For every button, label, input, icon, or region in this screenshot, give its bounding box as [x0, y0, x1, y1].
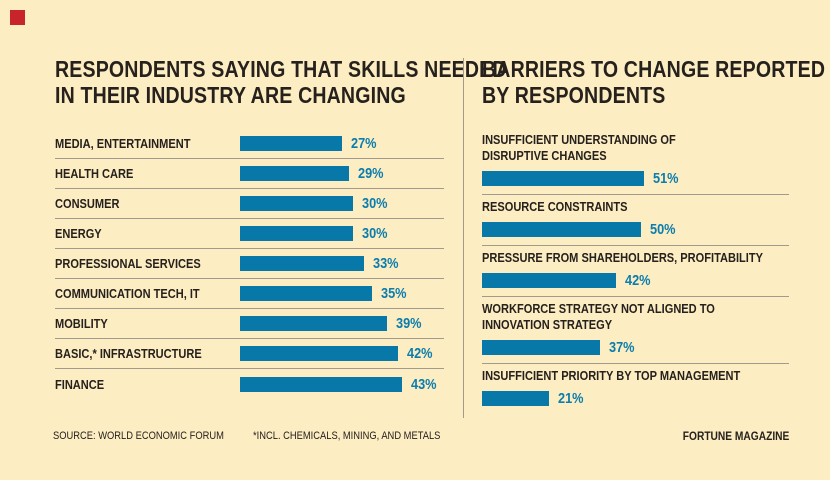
bar-row: 42% [482, 272, 789, 289]
bar-row: 51% [482, 170, 789, 187]
value-label: 39% [396, 315, 422, 332]
bar [240, 256, 364, 271]
footnote: *INCL. CHEMICALS, MINING, AND METALS [253, 430, 441, 442]
bar [240, 286, 372, 301]
bar [240, 376, 402, 392]
bar [482, 171, 644, 186]
left-chart-title-line1: RESPONDENTS SAYING THAT SKILLS NEEDED [55, 56, 507, 82]
category-label: BASIC,* INFRASTRUCTURE [55, 346, 202, 361]
column-divider [463, 58, 464, 418]
category-label: FINANCE [55, 376, 105, 392]
publication-credit: FORTUNE MAGAZINE [682, 429, 789, 443]
left-bar-row: FINANCE 43% [55, 369, 444, 399]
right-chart-title-line2: BY RESPONDENTS [482, 82, 666, 108]
right-bar-item: PRESSURE FROM SHAREHOLDERS, PROFITABILIT… [482, 246, 789, 297]
category-label: PROFESSIONAL SERVICES [55, 256, 201, 271]
value-label: 27% [351, 135, 377, 152]
value-label: 43% [411, 375, 437, 393]
bar [240, 136, 342, 151]
category-label: INSUFFICIENT UNDERSTANDING OF DISRUPTIVE … [482, 132, 676, 163]
left-bar-row: COMMUNICATION TECH, IT 35% [55, 279, 444, 309]
left-bar-row: BASIC,* INFRASTRUCTURE 42% [55, 339, 444, 369]
value-label: 30% [362, 225, 388, 242]
left-bar-row: CONSUMER 30% [55, 189, 444, 219]
bar [240, 316, 387, 331]
left-bar-row: MOBILITY 39% [55, 309, 444, 339]
right-chart-title: BARRIERS TO CHANGE REPORTED BY RESPONDENT… [482, 56, 830, 108]
source-credit: SOURCE: WORLD ECONOMIC FORUM [53, 430, 224, 442]
category-label: COMMUNICATION TECH, IT [55, 286, 200, 301]
value-label: 35% [381, 285, 407, 302]
right-bar-item: INSUFFICIENT PRIORITY BY TOP MANAGEMENT 2… [482, 364, 789, 414]
value-label: 29% [358, 165, 384, 182]
left-bar-row: HEALTH CARE 29% [55, 159, 444, 189]
right-bar-item: WORKFORCE STRATEGY NOT ALIGNED TO INNOVAT… [482, 297, 789, 364]
category-label: HEALTH CARE [55, 166, 134, 181]
category-label: CONSUMER [55, 196, 120, 211]
left-chart-title-line2: IN THEIR INDUSTRY ARE CHANGING [55, 82, 406, 108]
bar-row: 21% [482, 390, 789, 407]
bar [240, 346, 398, 361]
category-label: RESOURCE CONSTRAINTS [482, 199, 628, 214]
value-label: 33% [373, 255, 399, 272]
value-label: 50% [650, 221, 676, 238]
bar-row: 37% [482, 339, 789, 356]
bar [482, 340, 600, 355]
value-label: 42% [625, 272, 651, 289]
right-chart-title-line1: BARRIERS TO CHANGE REPORTED [482, 56, 826, 82]
value-label: 51% [653, 170, 679, 187]
bar [240, 226, 353, 241]
category-label: ENERGY [55, 226, 102, 241]
left-chart-title: RESPONDENTS SAYING THAT SKILLS NEEDED IN … [55, 56, 586, 108]
right-bar-item: RESOURCE CONSTRAINTS 50% [482, 195, 789, 246]
bar [240, 196, 353, 211]
value-label: 37% [609, 339, 635, 356]
left-bar-row: MEDIA, ENTERTAINMENT 27% [55, 129, 444, 159]
bar-row: 50% [482, 221, 789, 238]
bar [482, 222, 641, 237]
left-bar-row: PROFESSIONAL SERVICES 33% [55, 249, 444, 279]
fortune-red-square-mark [10, 10, 25, 25]
value-label: 21% [558, 390, 584, 407]
category-label: MEDIA, ENTERTAINMENT [55, 136, 191, 151]
category-label: PRESSURE FROM SHAREHOLDERS, PROFITABILIT… [482, 250, 763, 265]
category-label: INSUFFICIENT PRIORITY BY TOP MANAGEMENT [482, 368, 741, 383]
bar [482, 391, 549, 406]
bar [240, 166, 349, 181]
left-bar-row: ENERGY 30% [55, 219, 444, 249]
right-bar-item: INSUFFICIENT UNDERSTANDING OF DISRUPTIVE … [482, 128, 789, 195]
value-label: 42% [407, 345, 433, 362]
category-label: WORKFORCE STRATEGY NOT ALIGNED TO INNOVAT… [482, 301, 715, 332]
bar [482, 273, 616, 288]
left-chart-rows: MEDIA, ENTERTAINMENT 27% HEALTH CARE 29% CON… [55, 129, 444, 399]
value-label: 30% [362, 195, 388, 212]
category-label: MOBILITY [55, 316, 108, 331]
right-chart-rows: INSUFFICIENT UNDERSTANDING OF DISRUPTIVE … [482, 128, 789, 414]
